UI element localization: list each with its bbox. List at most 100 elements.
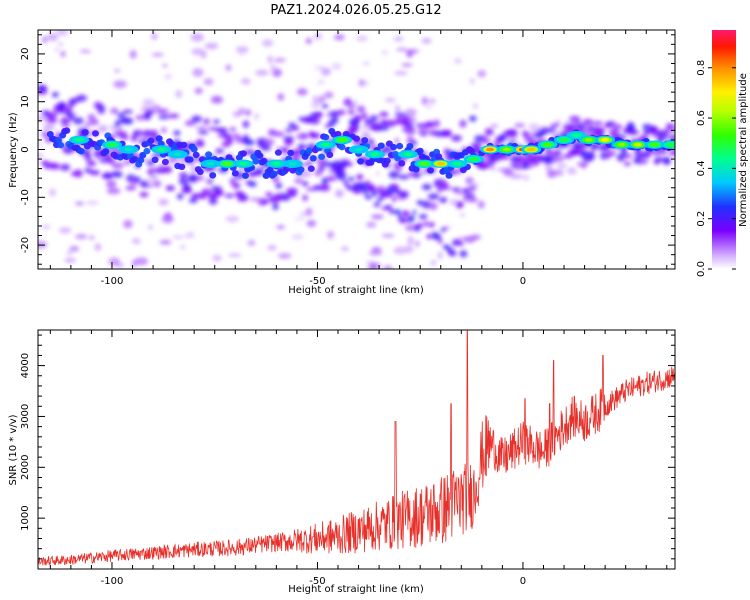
spectrogram-branch	[392, 195, 397, 203]
spectrogram-halo	[330, 117, 339, 124]
spectrogram-halo	[388, 170, 400, 179]
spectrogram-speckle	[396, 47, 408, 52]
spectrogram-halo	[513, 165, 525, 170]
spectrogram-speckle	[42, 124, 55, 131]
spectrogram-ylabel: Frequency (Hz)	[8, 112, 19, 188]
colorbar-tick-label: 0.8	[696, 60, 707, 76]
spectrogram-ytick-label: -10	[20, 189, 31, 205]
spectrogram-speckle	[42, 36, 48, 44]
spectrogram-xlabel: Height of straight line (km)	[288, 285, 424, 296]
spectrogram-speckle	[503, 167, 514, 177]
spectrogram-halo	[668, 126, 675, 133]
spectrogram-halo	[484, 127, 494, 136]
spectrogram-halo	[643, 129, 652, 136]
spectrogram-speckle	[75, 201, 85, 206]
spectrogram-speckle	[75, 234, 88, 240]
spectrogram-speckle	[393, 246, 407, 255]
spectrogram-speckle	[210, 95, 223, 104]
spectrogram-band	[143, 147, 151, 155]
spectrogram-speckle	[384, 98, 396, 103]
snr-xtick-label: -50	[309, 576, 325, 587]
spectrogram-band	[468, 147, 476, 155]
spectrogram-halo	[73, 169, 83, 178]
spectrogram-speckle	[371, 247, 382, 252]
spectrogram-band	[55, 137, 62, 144]
spectrogram-speckle	[414, 240, 420, 247]
spectrogram-halo	[121, 131, 128, 137]
spectrogram-speckle	[473, 103, 478, 109]
snr-ytick-label: 3000	[20, 404, 31, 429]
spectrogram-speckle	[113, 80, 127, 89]
spectrogram-halo	[389, 183, 399, 189]
spectrogram-halo	[659, 134, 668, 140]
spectrogram-band	[242, 172, 249, 179]
spectrogram-halo	[64, 106, 73, 112]
spectrogram-ridge-mark	[288, 162, 297, 166]
spectrogram-speckle	[477, 70, 487, 78]
spectrogram-halo	[441, 130, 452, 138]
spectrogram-band	[406, 143, 414, 150]
spectrogram-halo	[350, 119, 359, 126]
spectrogram-band	[377, 142, 385, 149]
spectrogram-halo	[294, 178, 304, 184]
spectrogram-speckle	[318, 95, 326, 103]
spectrogram-branch	[345, 183, 352, 191]
spectrogram-band	[412, 166, 420, 173]
spectrogram-speckle	[469, 78, 475, 85]
spectrogram-band	[231, 170, 239, 177]
snr-ytick-label: 4000	[20, 353, 31, 378]
spectrogram-halo	[582, 119, 594, 125]
spectrogram-speckle	[527, 164, 533, 169]
spectrogram-halo	[502, 155, 510, 160]
spectrogram-halo	[382, 145, 393, 154]
spectrogram-speckle	[194, 87, 203, 94]
spectrogram-halo	[498, 134, 507, 142]
spectrogram-halo	[587, 153, 596, 161]
spectrogram-band	[361, 137, 369, 144]
spectrogram-halo	[321, 177, 329, 186]
spectrogram-speckle	[430, 259, 437, 266]
spectrogram-halo	[224, 193, 235, 198]
spectrogram-halo	[184, 120, 196, 127]
spectrogram-band	[81, 129, 89, 136]
spectrogram-speckle	[123, 219, 133, 229]
spectrogram-speckle	[114, 69, 120, 73]
spectrogram-halo	[398, 190, 409, 199]
spectrogram-band	[77, 148, 85, 155]
spectrogram-branch	[356, 174, 364, 180]
spectrogram-branch	[397, 214, 403, 220]
spectrogram-speckle	[255, 69, 269, 76]
spectrogram-halo	[337, 109, 346, 116]
spectrogram-speckle	[190, 33, 205, 42]
spectrogram-ridge-mark	[206, 162, 215, 166]
spectrogram-halo	[565, 123, 577, 132]
spectrogram-speckle	[490, 124, 499, 128]
spectrogram-halo	[176, 193, 184, 200]
spectrogram-band	[256, 152, 264, 159]
spectrogram-speckle	[164, 73, 173, 80]
spectrogram-band	[151, 156, 159, 163]
spectrogram-speckle	[394, 105, 401, 113]
spectrogram-speckle	[254, 112, 259, 121]
spectrogram-halo	[302, 194, 309, 202]
spectrogram-halo	[309, 117, 321, 125]
spectrogram-halo	[210, 186, 223, 191]
spectrogram-band	[63, 127, 71, 134]
spectrogram-halo	[285, 128, 293, 133]
spectrogram-halo	[242, 120, 250, 128]
spectrogram-speckle	[326, 230, 335, 240]
spectrogram-band	[92, 130, 99, 137]
spectrogram-halo	[531, 161, 540, 167]
spectrogram-ridge-mark	[338, 138, 347, 142]
spectrogram-band	[178, 163, 186, 170]
spectrogram-halo	[554, 150, 562, 156]
spectrogram-halo	[272, 203, 279, 211]
spectrogram-branch	[373, 202, 381, 208]
spectrogram-halo	[360, 112, 368, 120]
spectrogram-speckle	[267, 245, 277, 251]
spectrogram-halo	[114, 119, 121, 128]
spectrogram-halo	[225, 137, 234, 145]
spectrogram-halo	[112, 171, 123, 178]
